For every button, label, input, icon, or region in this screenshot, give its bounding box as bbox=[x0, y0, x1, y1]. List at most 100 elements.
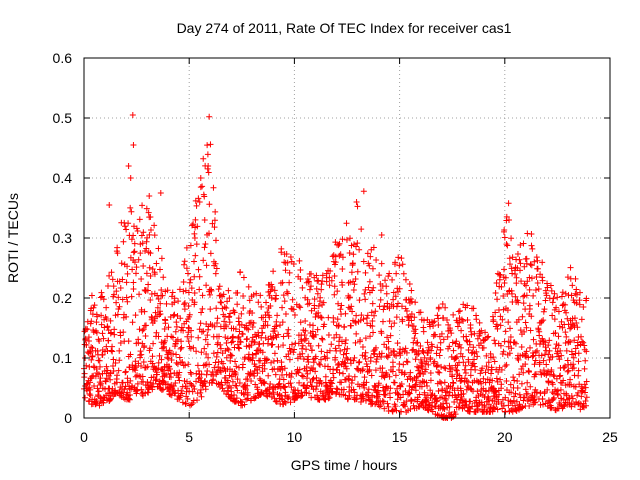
data-point bbox=[523, 260, 530, 267]
data-point bbox=[217, 323, 224, 330]
data-point bbox=[395, 254, 402, 261]
data-point bbox=[518, 278, 525, 285]
data-point bbox=[250, 355, 257, 362]
data-point bbox=[494, 270, 501, 277]
data-point bbox=[467, 372, 474, 379]
data-point bbox=[154, 304, 161, 311]
data-point bbox=[89, 345, 96, 352]
data-point bbox=[480, 344, 487, 351]
data-point bbox=[204, 332, 211, 339]
data-point bbox=[260, 379, 267, 386]
x-axis-label: GPS time / hours bbox=[291, 457, 398, 473]
data-point bbox=[103, 315, 110, 322]
data-point bbox=[384, 400, 391, 407]
data-point bbox=[358, 312, 365, 319]
data-point bbox=[437, 346, 444, 353]
data-point bbox=[218, 382, 225, 389]
data-point bbox=[549, 381, 556, 388]
data-point bbox=[279, 279, 286, 286]
data-point bbox=[478, 327, 485, 334]
data-point bbox=[379, 397, 386, 404]
data-point bbox=[345, 375, 352, 382]
data-point bbox=[133, 364, 140, 371]
data-point bbox=[398, 303, 405, 310]
data-point bbox=[490, 316, 497, 323]
y-tick-label: 0.2 bbox=[53, 290, 73, 306]
data-point bbox=[263, 299, 270, 306]
data-point bbox=[544, 284, 551, 291]
data-point bbox=[412, 387, 419, 394]
data-point bbox=[492, 309, 499, 316]
data-point bbox=[573, 300, 580, 307]
data-point bbox=[559, 324, 566, 331]
data-point bbox=[484, 334, 491, 341]
data-point bbox=[512, 270, 519, 277]
data-point bbox=[106, 202, 113, 208]
data-point bbox=[236, 345, 243, 352]
data-point bbox=[386, 373, 393, 380]
data-point bbox=[570, 361, 577, 368]
data-point bbox=[350, 251, 357, 258]
data-point bbox=[166, 347, 173, 354]
data-point bbox=[223, 305, 230, 312]
data-point bbox=[564, 368, 571, 375]
data-point bbox=[235, 344, 242, 351]
data-point bbox=[390, 289, 397, 296]
data-point bbox=[297, 267, 304, 274]
data-point bbox=[205, 163, 212, 169]
data-point bbox=[149, 353, 156, 360]
data-point bbox=[375, 380, 382, 387]
data-point bbox=[516, 256, 523, 263]
data-point bbox=[324, 363, 331, 370]
data-point bbox=[233, 382, 240, 389]
data-point bbox=[130, 279, 137, 286]
data-point bbox=[485, 359, 492, 366]
data-point bbox=[403, 358, 410, 365]
data-point bbox=[328, 277, 335, 284]
data-point bbox=[224, 377, 231, 384]
data-point bbox=[501, 227, 508, 234]
data-point bbox=[562, 363, 569, 370]
data-point bbox=[116, 347, 123, 354]
data-point bbox=[456, 404, 463, 411]
data-point bbox=[283, 250, 290, 257]
data-point bbox=[305, 278, 312, 285]
data-point bbox=[420, 328, 427, 335]
data-point bbox=[496, 391, 503, 398]
data-point bbox=[350, 357, 357, 364]
data-point bbox=[580, 304, 587, 311]
data-point bbox=[331, 334, 338, 341]
data-point bbox=[178, 324, 185, 331]
data-point bbox=[435, 315, 442, 322]
data-point bbox=[534, 257, 541, 264]
data-point bbox=[246, 297, 253, 304]
data-point bbox=[532, 349, 539, 356]
data-point bbox=[191, 235, 198, 242]
data-point bbox=[223, 323, 230, 330]
data-point bbox=[416, 391, 423, 398]
data-point bbox=[305, 359, 312, 366]
data-point bbox=[464, 317, 471, 324]
data-point bbox=[192, 216, 199, 223]
data-point bbox=[556, 373, 563, 380]
data-point bbox=[540, 357, 547, 364]
data-point bbox=[460, 318, 467, 325]
data-point bbox=[427, 387, 434, 394]
data-point bbox=[141, 342, 148, 349]
data-point bbox=[572, 275, 579, 282]
data-point bbox=[336, 252, 343, 259]
data-point bbox=[445, 321, 452, 328]
data-point bbox=[412, 326, 419, 333]
data-point bbox=[470, 344, 477, 351]
data-point bbox=[457, 387, 464, 394]
data-point bbox=[268, 394, 275, 401]
data-point bbox=[133, 264, 140, 271]
data-point bbox=[512, 340, 519, 347]
data-point bbox=[171, 295, 178, 302]
data-point bbox=[569, 351, 576, 358]
data-point bbox=[312, 368, 319, 375]
data-point bbox=[338, 302, 345, 309]
data-point bbox=[193, 348, 200, 355]
data-point bbox=[232, 358, 239, 365]
data-point bbox=[387, 394, 394, 401]
